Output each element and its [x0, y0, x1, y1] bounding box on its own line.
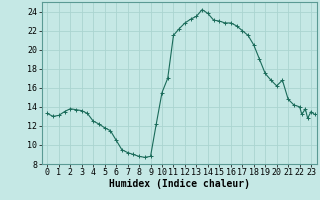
X-axis label: Humidex (Indice chaleur): Humidex (Indice chaleur) [109, 179, 250, 189]
